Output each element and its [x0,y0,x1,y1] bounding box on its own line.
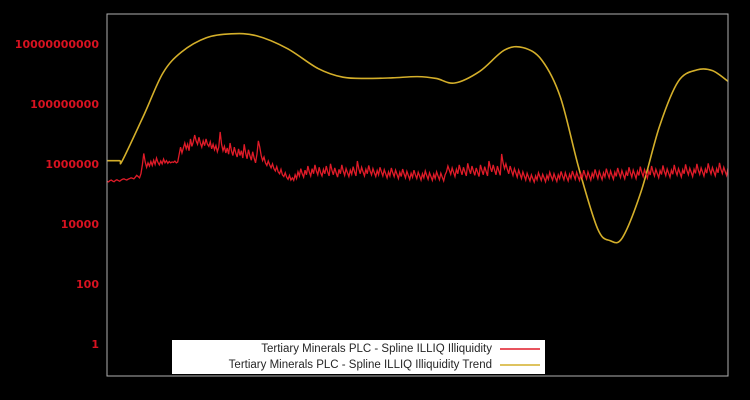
y-tick-label: 10000000000 [15,38,100,51]
y-tick-label: 1000000 [45,158,99,171]
series-line-trend [107,32,728,244]
series-line-illiquidity [107,131,728,185]
y-tick-label: 10000 [61,218,100,231]
plot-area-border [106,13,729,377]
y-axis-tick-labels: 10000000000 100000000 1000000 10000 100 … [15,38,100,351]
y-tick-label: 100000000 [30,98,99,111]
legend-label-trend: Tertiary Minerals PLC - Spline ILLIQ Ill… [229,359,492,371]
y-tick-label: 100 [76,278,99,291]
legend-background [172,340,545,374]
y-tick-label: 1 [91,338,99,351]
legend[interactable]: Tertiary Minerals PLC - Spline ILLIQ Ill… [172,340,545,374]
plot-area-background [107,14,728,376]
legend-label-illiquidity: Tertiary Minerals PLC - Spline ILLIQ Ill… [261,343,492,355]
